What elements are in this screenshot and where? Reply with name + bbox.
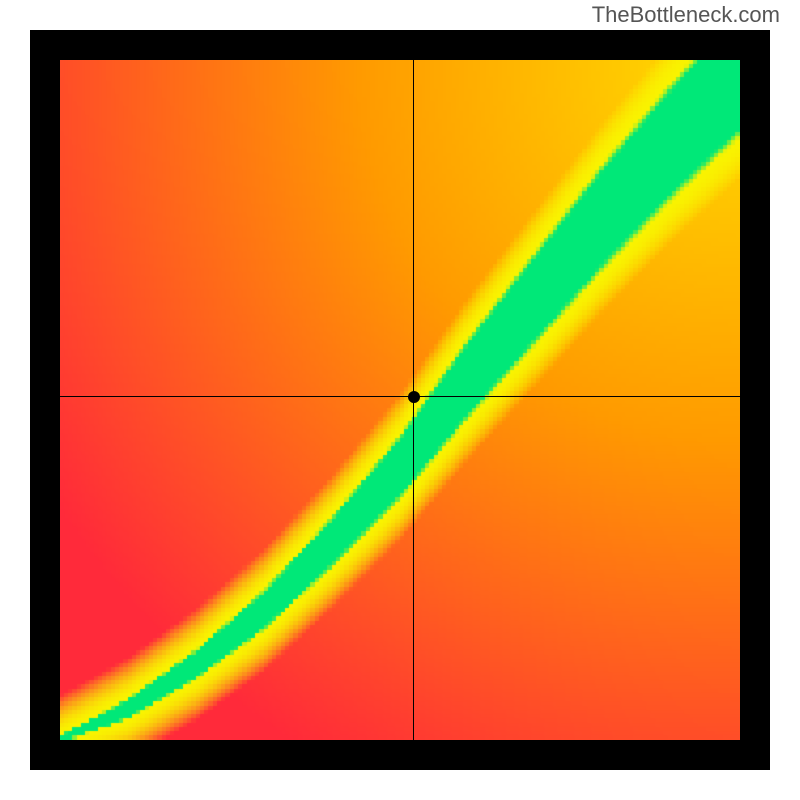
chart-container: TheBottleneck.com — [0, 0, 800, 800]
watermark-text: TheBottleneck.com — [592, 2, 780, 28]
chart-border — [30, 30, 770, 770]
crosshair-horizontal — [60, 396, 740, 397]
crosshair-point — [408, 391, 420, 403]
